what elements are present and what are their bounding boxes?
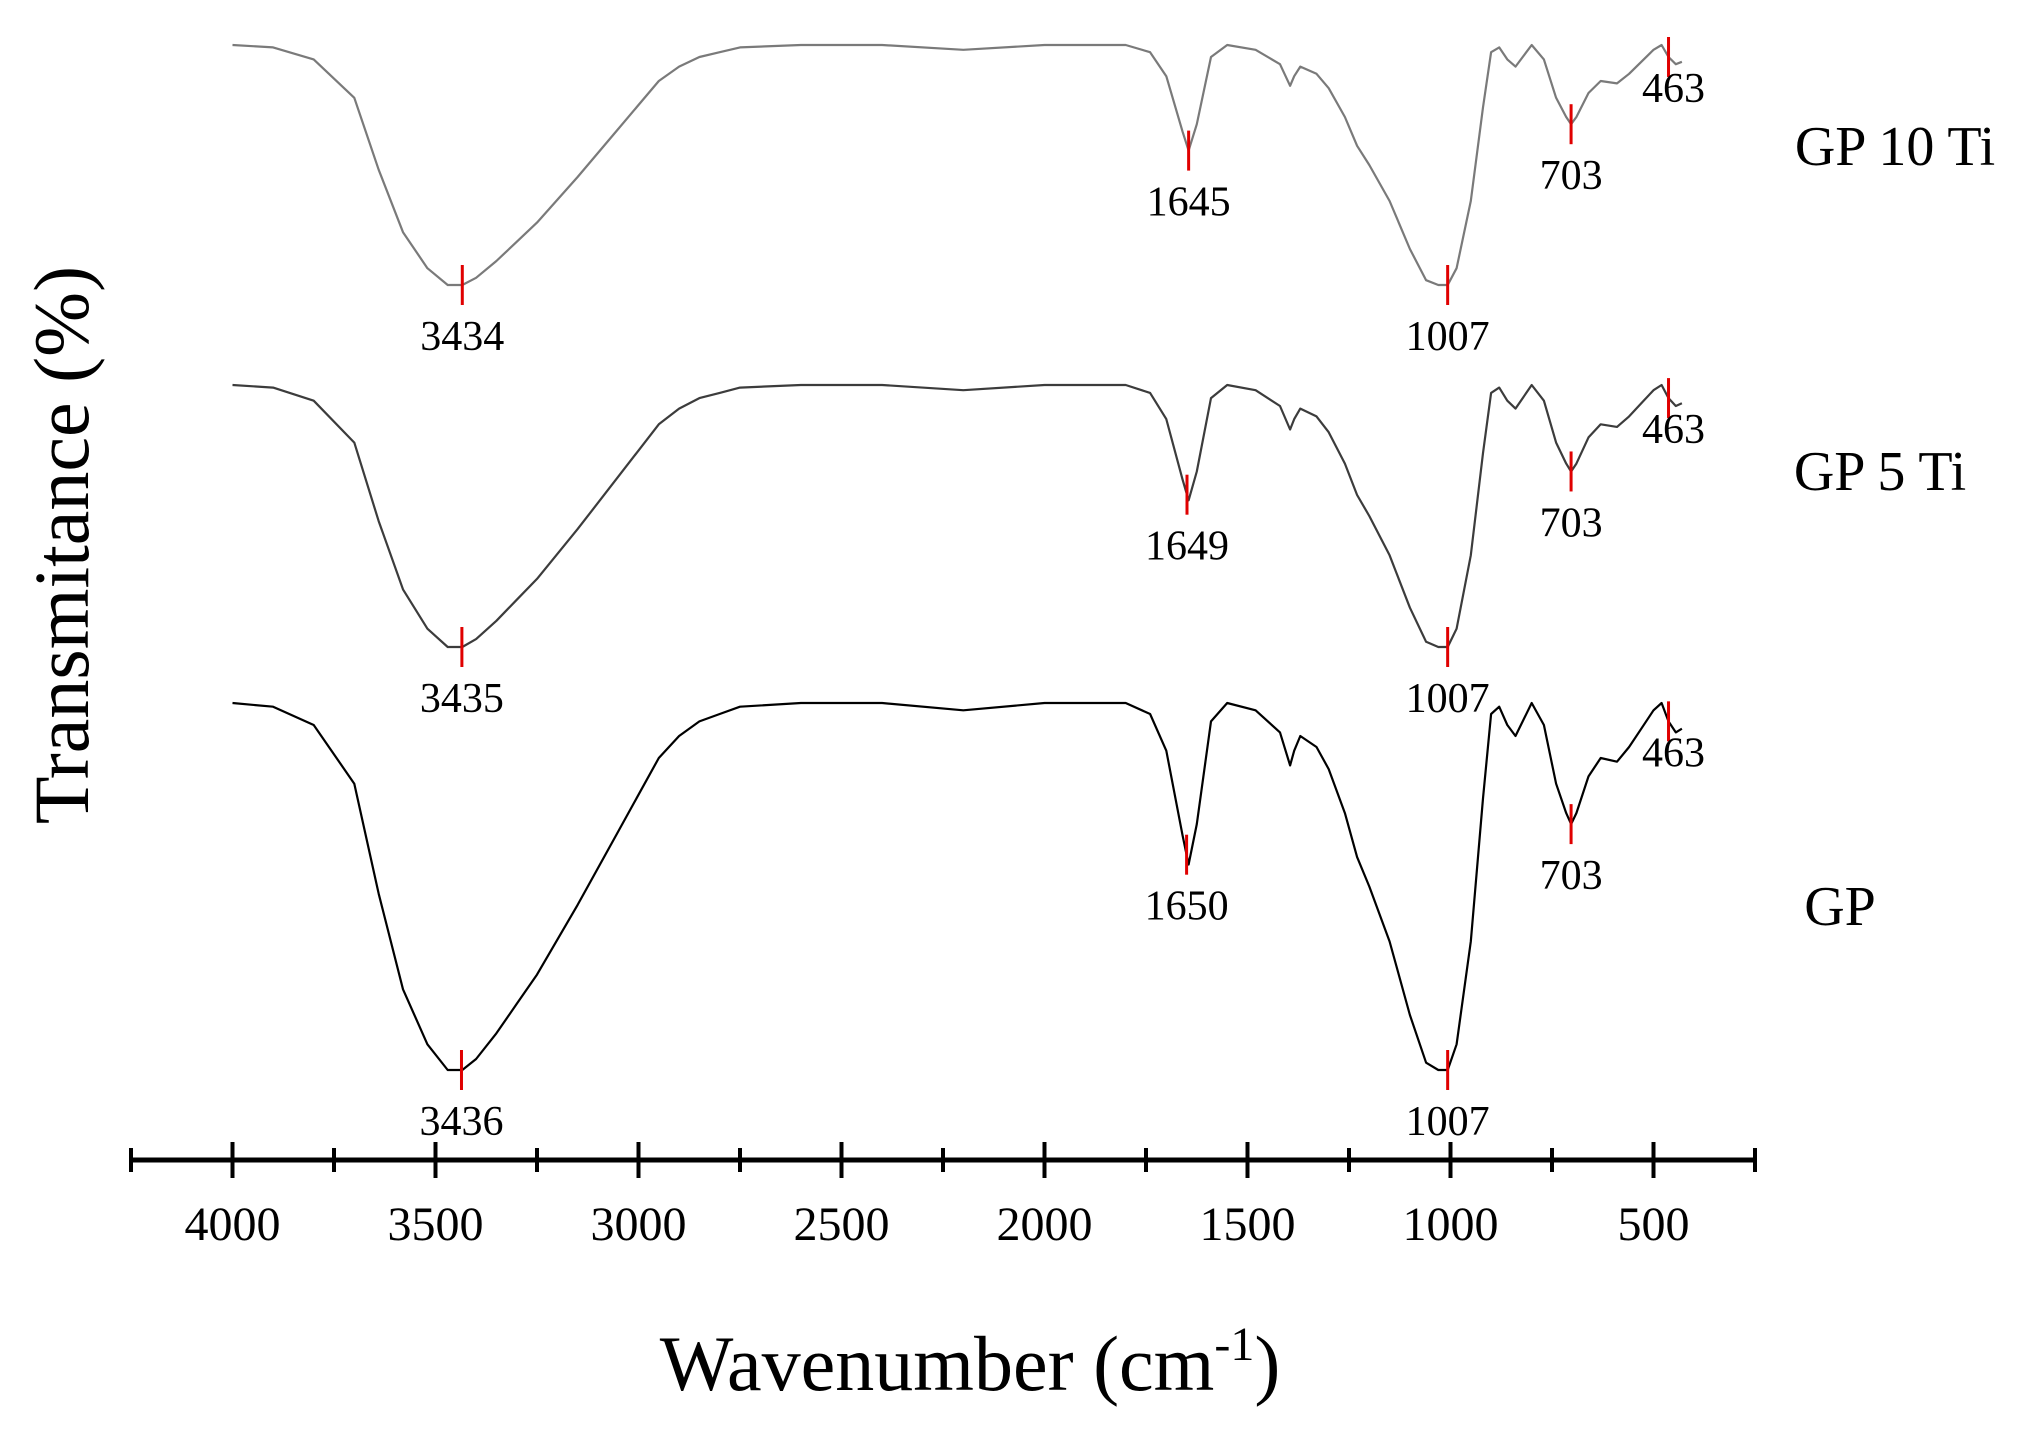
peak-label-1-0: 3435 <box>420 676 504 722</box>
x-tick-label-2: 3000 <box>591 1198 687 1251</box>
peak-label-0-1: 1645 <box>1147 180 1231 226</box>
series-line-1 <box>232 383 1683 649</box>
x-tick-label-5: 1500 <box>1200 1198 1296 1251</box>
peak-label-0-2: 1007 <box>1406 314 1490 360</box>
x-tick-label-4: 2000 <box>997 1198 1093 1251</box>
peak-label-2-4: 463 <box>1642 730 1705 776</box>
peak-label-2-1: 1650 <box>1145 884 1229 930</box>
peak-label-1-4: 463 <box>1642 407 1705 453</box>
peak-label-1-2: 1007 <box>1406 676 1490 722</box>
x-tick-label-0: 4000 <box>185 1198 281 1251</box>
series-label-0: GP 10 Ti <box>1795 116 1995 178</box>
series-label-2: GP <box>1804 876 1876 938</box>
series-label-1: GP 5 Ti <box>1794 441 1966 503</box>
peak-label-0-3: 703 <box>1540 153 1603 199</box>
x-axis-title: Wavenumber (cm-1) <box>660 1318 1281 1407</box>
peak-label-1-3: 703 <box>1540 500 1603 546</box>
peak-label-1-1: 1649 <box>1145 524 1229 570</box>
series-line-2 <box>232 701 1683 1072</box>
peak-marker-layer: 3434 1645 1007 703 463 3435 1649 1007 703 463 3436… <box>419 37 1705 1145</box>
y-axis-title: Transmitance (%) <box>18 266 105 824</box>
series-layer: GP 10 Ti GP 5 Ti GP <box>232 43 1995 1072</box>
x-tick-label-1: 3500 <box>388 1198 484 1251</box>
peak-label-2-2: 1007 <box>1406 1099 1490 1145</box>
series-line-0 <box>232 43 1683 287</box>
peak-label-2-0: 3436 <box>419 1099 503 1145</box>
peak-label-0-4: 463 <box>1642 66 1705 112</box>
peak-label-2-3: 703 <box>1540 853 1603 899</box>
x-tick-label-6: 1000 <box>1403 1198 1499 1251</box>
x-axis-ticks: 4000 3500 3000 2500 2000 1500 1000 500 <box>129 1142 1757 1251</box>
x-tick-label-3: 2500 <box>794 1198 890 1251</box>
peak-label-0-0: 3434 <box>420 314 504 360</box>
x-tick-label-7: 500 <box>1618 1198 1690 1251</box>
